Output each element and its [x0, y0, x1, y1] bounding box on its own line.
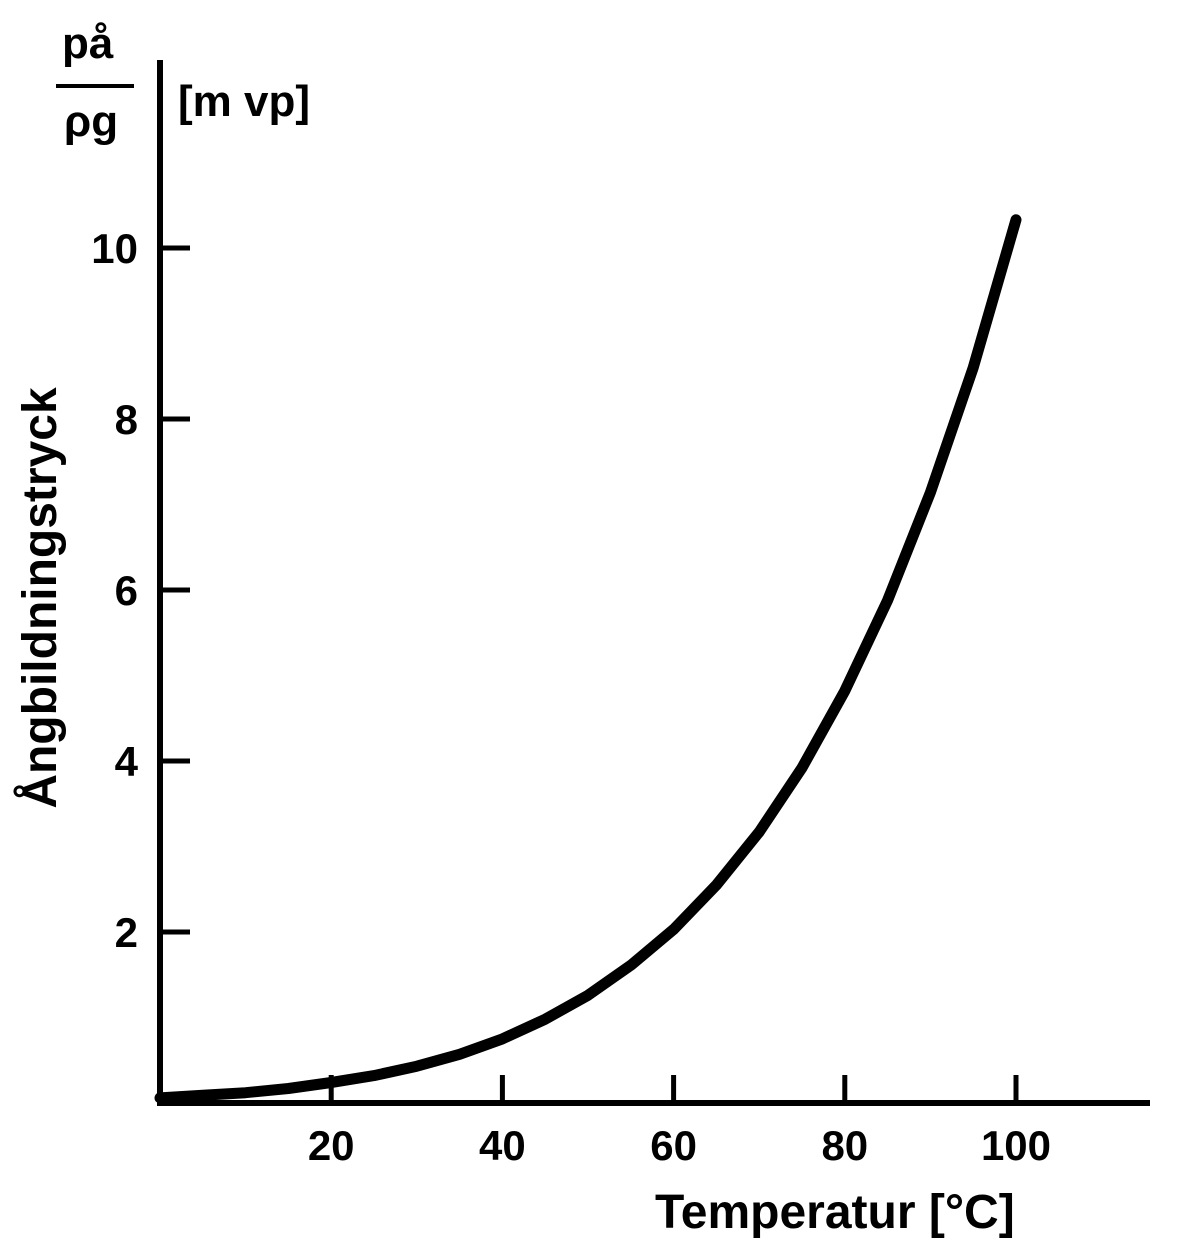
y-ticks: 2 4 6 8 10	[91, 225, 190, 956]
y-tick-label: 4	[115, 738, 139, 785]
series-line	[154, 214, 1022, 1104]
x-tick-label: 100	[981, 1122, 1051, 1169]
y-tick-label: 6	[115, 567, 138, 614]
axes	[157, 60, 1150, 1106]
series-group	[154, 214, 1022, 1104]
y-tick-label: 2	[115, 909, 138, 956]
x-tick-label: 60	[650, 1122, 697, 1169]
x-axis-title: Temperatur [°C]	[655, 1186, 1015, 1239]
y-axis-title: Ångbildningstryck	[13, 387, 67, 809]
x-tick-label: 20	[308, 1122, 355, 1169]
y-unit-label: [m vp]	[178, 77, 310, 126]
y-symbol-numerator: på	[62, 19, 114, 68]
y-tick-label: 10	[91, 225, 138, 272]
y-symbol-denominator: ρg	[64, 97, 118, 146]
x-tick-label: 80	[821, 1122, 868, 1169]
y-tick-label: 8	[115, 396, 138, 443]
x-ticks: 20 40 60 80 100	[308, 1075, 1051, 1169]
y-symbol: på ρg	[56, 19, 134, 146]
x-tick-label: 40	[479, 1122, 526, 1169]
